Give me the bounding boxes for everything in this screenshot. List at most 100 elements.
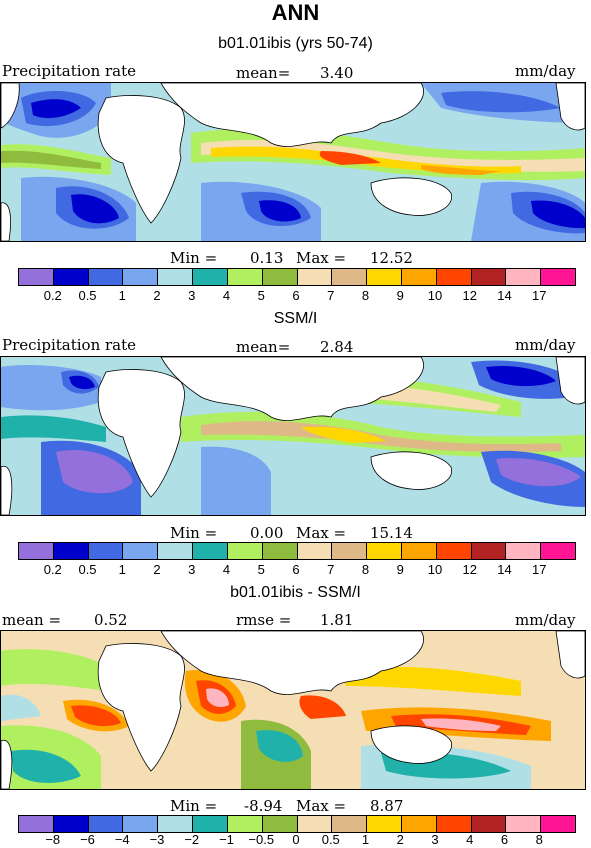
colorbar-swatch — [297, 269, 333, 285]
colorbar-tick-label: 3 — [188, 562, 196, 577]
colorbar-tick-label: 10 — [427, 562, 443, 577]
colorbar-tick-label: −6 — [80, 832, 95, 847]
colorbar-swatch — [123, 269, 159, 285]
colorbar-tick-label: 5 — [257, 288, 265, 303]
panel3-min-value: -8.94 — [244, 797, 283, 815]
colorbar-swatch — [367, 816, 402, 832]
colorbar-swatch — [262, 816, 298, 832]
colorbar-tick-label: 1 — [118, 288, 126, 303]
colorbar-tick-label: 8 — [361, 288, 370, 303]
colorbar-tick-label: −8 — [45, 832, 61, 847]
figure-title: ANN — [271, 0, 320, 25]
panel1-subtitle: b01.01ibis (yrs 50-74) — [218, 35, 373, 52]
colorbar-tick-label: 4 — [222, 562, 231, 577]
colorbar-swatch — [332, 543, 368, 559]
panel3-colorbar-ticks: −8 −6 −4 −3 −2 −1 −0.5 0 0.5 1 2 3 4 6 8 — [18, 832, 574, 848]
colorbar-tick-label: 0.5 — [78, 562, 97, 577]
colorbar-tick-label: 0 — [292, 832, 300, 847]
colorbar-swatch — [227, 816, 263, 832]
colorbar-swatch — [88, 543, 124, 559]
colorbar-tick-label: 6 — [292, 562, 300, 577]
panel2-max-label: Max = — [296, 524, 347, 542]
panel2-subtitle: SSM/I — [273, 310, 318, 327]
panel1-map — [0, 82, 586, 242]
panel1-max-label: Max = — [296, 249, 347, 267]
panel1-variable-label: Precipitation rate — [2, 62, 137, 80]
colorbar-swatch — [541, 816, 575, 832]
panel1-units: mm/day — [515, 62, 576, 80]
panel3-rmse-label: rmse = — [236, 611, 292, 629]
colorbar-swatch — [193, 816, 228, 832]
colorbar-swatch — [53, 269, 89, 285]
colorbar-tick-label: 2 — [396, 832, 404, 847]
colorbar-swatch — [332, 816, 368, 832]
colorbar-tick-label: 9 — [396, 288, 404, 303]
panel2-colorbar-ticks: 0.2 0.5 1 2 3 4 5 6 7 8 9 10 12 14 17 — [18, 562, 574, 578]
colorbar-swatch — [401, 543, 437, 559]
colorbar-tick-label: 12 — [462, 562, 477, 577]
colorbar-swatch — [123, 543, 159, 559]
panel2-min-value: 0.00 — [250, 524, 284, 542]
colorbar-swatch — [19, 543, 54, 559]
colorbar-swatch — [123, 816, 159, 832]
colorbar-tick-label: 3 — [188, 288, 196, 303]
colorbar-swatch — [541, 269, 575, 285]
colorbar-swatch — [436, 543, 472, 559]
colorbar-swatch — [227, 543, 263, 559]
colorbar-tick-label: 1 — [118, 562, 126, 577]
panel2-mean-label: mean= — [236, 338, 291, 356]
colorbar-tick-label: 4 — [466, 832, 474, 847]
panel1-mean-value: 3.40 — [320, 64, 354, 82]
colorbar-tick-label: 0.5 — [321, 832, 340, 847]
colorbar-tick-label: 3 — [431, 832, 439, 847]
colorbar-tick-label: 0.5 — [78, 288, 97, 303]
colorbar-swatch — [401, 816, 437, 832]
colorbar-swatch — [227, 269, 263, 285]
panel3-mean-label: mean = — [2, 611, 62, 629]
colorbar-tick-label: 1 — [361, 832, 370, 847]
colorbar-tick-label: 2 — [153, 288, 161, 303]
panel2-mean-value: 2.84 — [320, 338, 354, 356]
colorbar-swatch — [53, 816, 89, 832]
colorbar-swatch — [88, 269, 124, 285]
panel2-units: mm/day — [515, 336, 576, 354]
panel2-map — [0, 356, 586, 516]
colorbar-tick-label: −1 — [219, 832, 234, 847]
colorbar-swatch — [158, 543, 194, 559]
panel3-colorbar — [18, 815, 576, 833]
colorbar-tick-label: −4 — [114, 832, 130, 847]
colorbar-swatch — [506, 816, 542, 832]
colorbar-tick-label: 4 — [222, 288, 231, 303]
colorbar-swatch — [332, 269, 368, 285]
colorbar-swatch — [367, 543, 402, 559]
colorbar-swatch — [53, 543, 89, 559]
colorbar-tick-label: −0.5 — [248, 832, 275, 847]
colorbar-swatch — [436, 816, 472, 832]
panel3-units: mm/day — [515, 611, 576, 629]
panel1-colorbar — [18, 268, 576, 286]
panel1-mean-label: mean= — [236, 64, 291, 82]
panel1-max-value: 12.52 — [370, 249, 413, 267]
panel3-mean-value: 0.52 — [94, 611, 128, 629]
colorbar-swatch — [158, 816, 194, 832]
colorbar-swatch — [193, 269, 228, 285]
colorbar-tick-label: 14 — [497, 288, 512, 303]
panel1-colorbar-ticks: 0.2 0.5 1 2 3 4 5 6 7 8 9 10 12 14 17 — [18, 288, 574, 304]
colorbar-swatch — [541, 543, 575, 559]
panel3-min-label: Min = — [170, 797, 218, 815]
colorbar-swatch — [19, 816, 54, 832]
colorbar-swatch — [297, 543, 333, 559]
colorbar-tick-label: 17 — [532, 562, 547, 577]
colorbar-tick-label: 6 — [500, 832, 509, 847]
panel2-variable-label: Precipitation rate — [2, 336, 137, 354]
colorbar-tick-label: 17 — [532, 288, 547, 303]
colorbar-tick-label: −2 — [184, 832, 200, 847]
colorbar-tick-label: 9 — [396, 562, 404, 577]
colorbar-swatch — [506, 543, 542, 559]
colorbar-tick-label: 7 — [327, 288, 335, 303]
colorbar-swatch — [193, 543, 228, 559]
colorbar-tick-label: 10 — [427, 288, 443, 303]
colorbar-swatch — [297, 816, 333, 832]
colorbar-swatch — [471, 269, 507, 285]
colorbar-tick-label: 0.2 — [43, 562, 62, 577]
